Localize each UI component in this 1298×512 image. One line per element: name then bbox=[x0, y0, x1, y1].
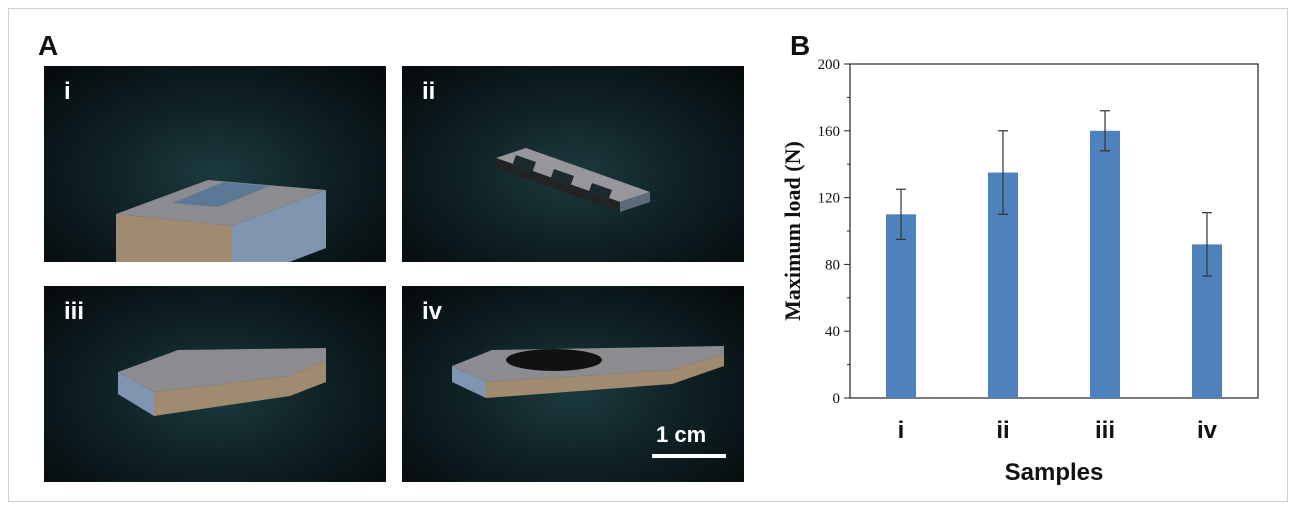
panel-b-letter: B bbox=[790, 30, 811, 61]
y-tick-label: 120 bbox=[818, 191, 841, 207]
y-tick-label: 40 bbox=[825, 324, 840, 340]
x-axis-title: Samples bbox=[1005, 459, 1104, 486]
bar-iii bbox=[1090, 130, 1120, 399]
y-tick-label: 80 bbox=[825, 257, 840, 273]
render-tile-i: i bbox=[44, 66, 386, 262]
tile-label-ii: ii bbox=[422, 78, 436, 105]
y-tick-label: 200 bbox=[818, 57, 841, 73]
render-tile-ii: ii bbox=[402, 66, 744, 262]
three-hole-block-render bbox=[496, 148, 650, 212]
tile-label-iv: iv bbox=[422, 298, 443, 325]
render-tile-iv: iv 1 cm bbox=[402, 286, 744, 482]
x-tick-label-iii: iii bbox=[1095, 417, 1115, 444]
tile-label-iii: iii bbox=[64, 298, 85, 325]
plate-with-hole-render bbox=[452, 346, 724, 398]
y-tick-label: 160 bbox=[818, 124, 841, 140]
panel-a-letter: A bbox=[38, 30, 59, 61]
bar-i bbox=[886, 214, 916, 398]
y-axis-title: Maximum load (N) bbox=[780, 141, 805, 321]
render-tile-iii: iii bbox=[44, 286, 386, 482]
tile-label-i: i bbox=[64, 78, 71, 105]
hollow-frame-render bbox=[116, 180, 326, 262]
x-tick-label-ii: ii bbox=[996, 417, 1009, 444]
y-tick-label: 0 bbox=[833, 391, 841, 407]
figure-frame bbox=[8, 8, 1288, 502]
pentagon-plate-render bbox=[118, 348, 326, 416]
x-tick-label-iv: iv bbox=[1197, 417, 1218, 444]
scale-bar bbox=[652, 454, 726, 458]
scale-bar-label: 1 cm bbox=[656, 422, 707, 447]
x-tick-label-i: i bbox=[898, 417, 905, 444]
